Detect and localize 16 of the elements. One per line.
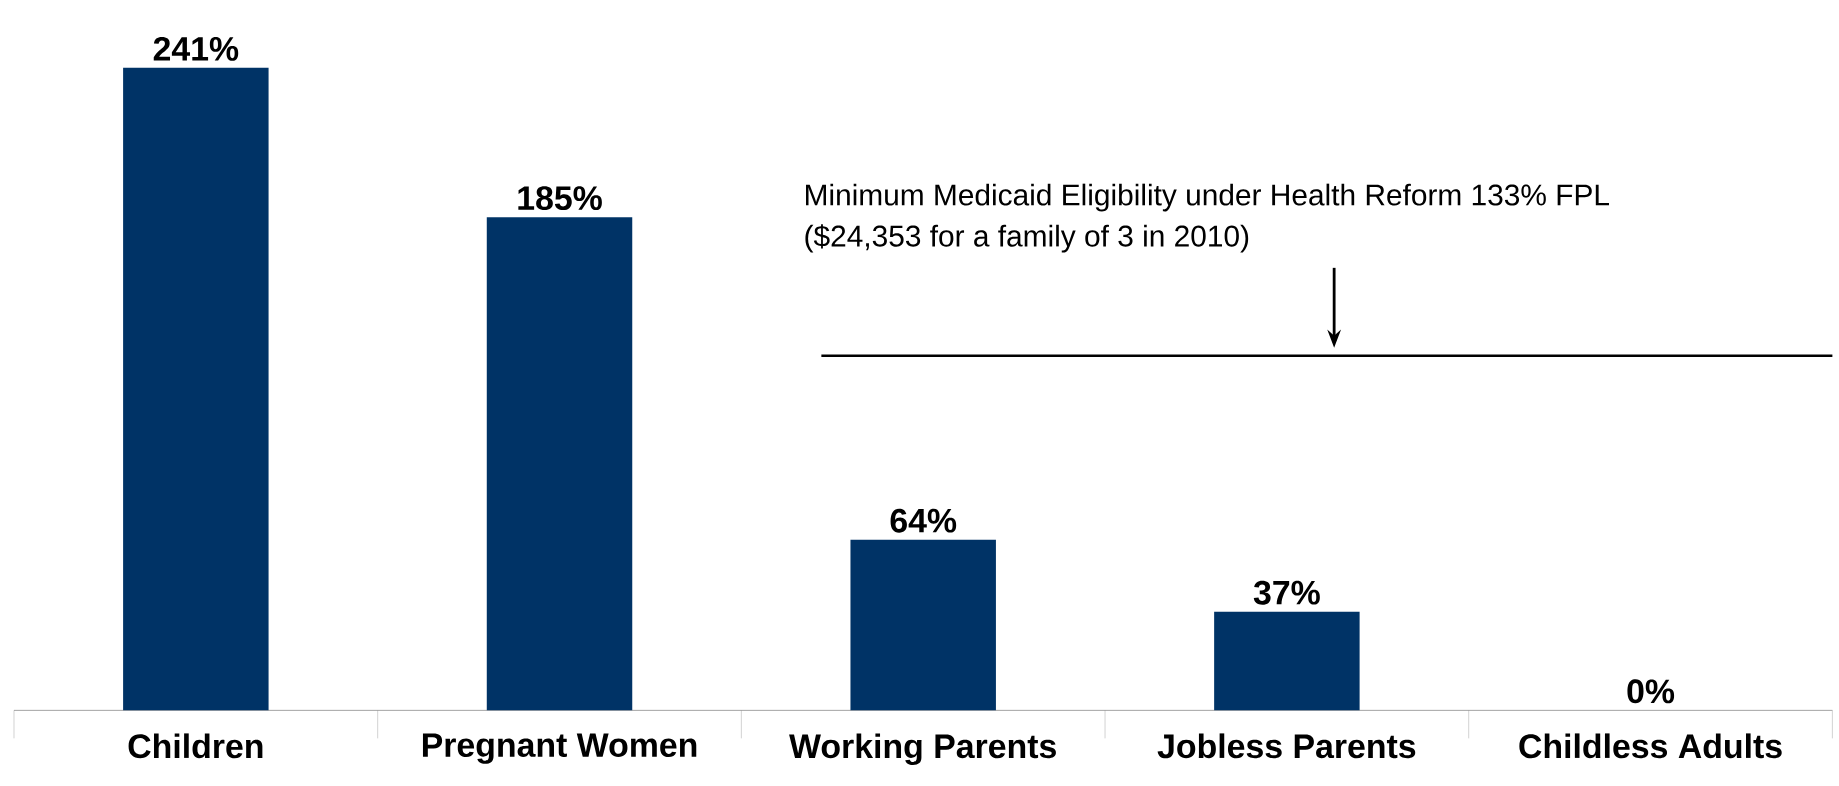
ref-line-label: Minimum Medicaid Eligibility under Health Reform 133% FPL [806, 183, 1609, 212]
data-label: 0% [1627, 679, 1675, 704]
x-tick-label: Childless Adults [1519, 733, 1782, 759]
bar [850, 539, 996, 711]
data-label: 185% [518, 185, 602, 210]
data-label: 64% [890, 508, 957, 533]
x-tick-label: Jobless Parents [1157, 733, 1416, 759]
annotation: ($24,353 for a family of 3 in 2010) [805, 224, 1249, 253]
bar [123, 67, 269, 711]
data-label: 241% [153, 36, 239, 61]
x-tick-label: Pregnant Women [422, 733, 697, 764]
x-tick-label: Working Parents [789, 733, 1056, 765]
x-tick-label: Children [128, 733, 263, 759]
bar [486, 216, 633, 711]
bar [1214, 611, 1360, 711]
data-label: 37% [1253, 580, 1320, 605]
